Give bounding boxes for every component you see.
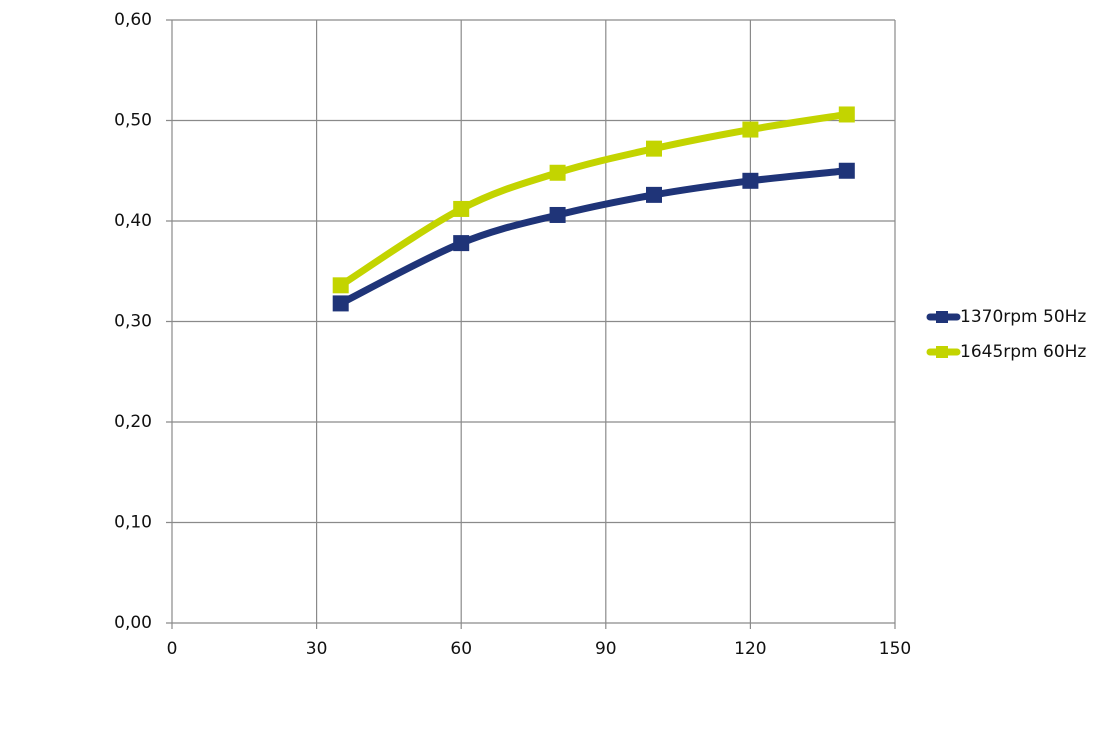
y-tick-label: 0,60 (114, 10, 152, 30)
marker (332, 277, 349, 294)
y-tick-label: 0,00 (114, 613, 152, 633)
marker (549, 164, 566, 181)
marker (838, 106, 855, 123)
y-tick-label: 0,50 (114, 111, 152, 131)
marker (646, 140, 662, 157)
legend-label: 1645rpm 60Hz (960, 342, 1086, 362)
x-tick-label: 90 (595, 639, 617, 659)
marker (453, 235, 470, 252)
y-tick-label: 0,20 (114, 412, 152, 432)
series-line (338, 111, 848, 289)
x-tick-label: 30 (306, 639, 328, 659)
marker (646, 186, 662, 203)
x-tick-label: 0 (167, 639, 178, 659)
marker (838, 162, 855, 179)
x-tick-label: 150 (879, 639, 911, 659)
legend-marker (936, 346, 948, 358)
legend-marker (936, 311, 948, 323)
x-tick-label: 60 (450, 639, 472, 659)
marker (453, 200, 470, 217)
y-tick-label: 0,30 (114, 312, 152, 332)
legend-label: 1370rpm 50Hz (960, 307, 1086, 327)
y-tick-label: 0,10 (114, 513, 152, 533)
marker (332, 295, 349, 312)
marker (742, 172, 759, 189)
marker (742, 121, 759, 138)
marker (549, 206, 566, 223)
y-tick-label: 0,40 (114, 211, 152, 231)
x-tick-label: 120 (734, 639, 766, 659)
